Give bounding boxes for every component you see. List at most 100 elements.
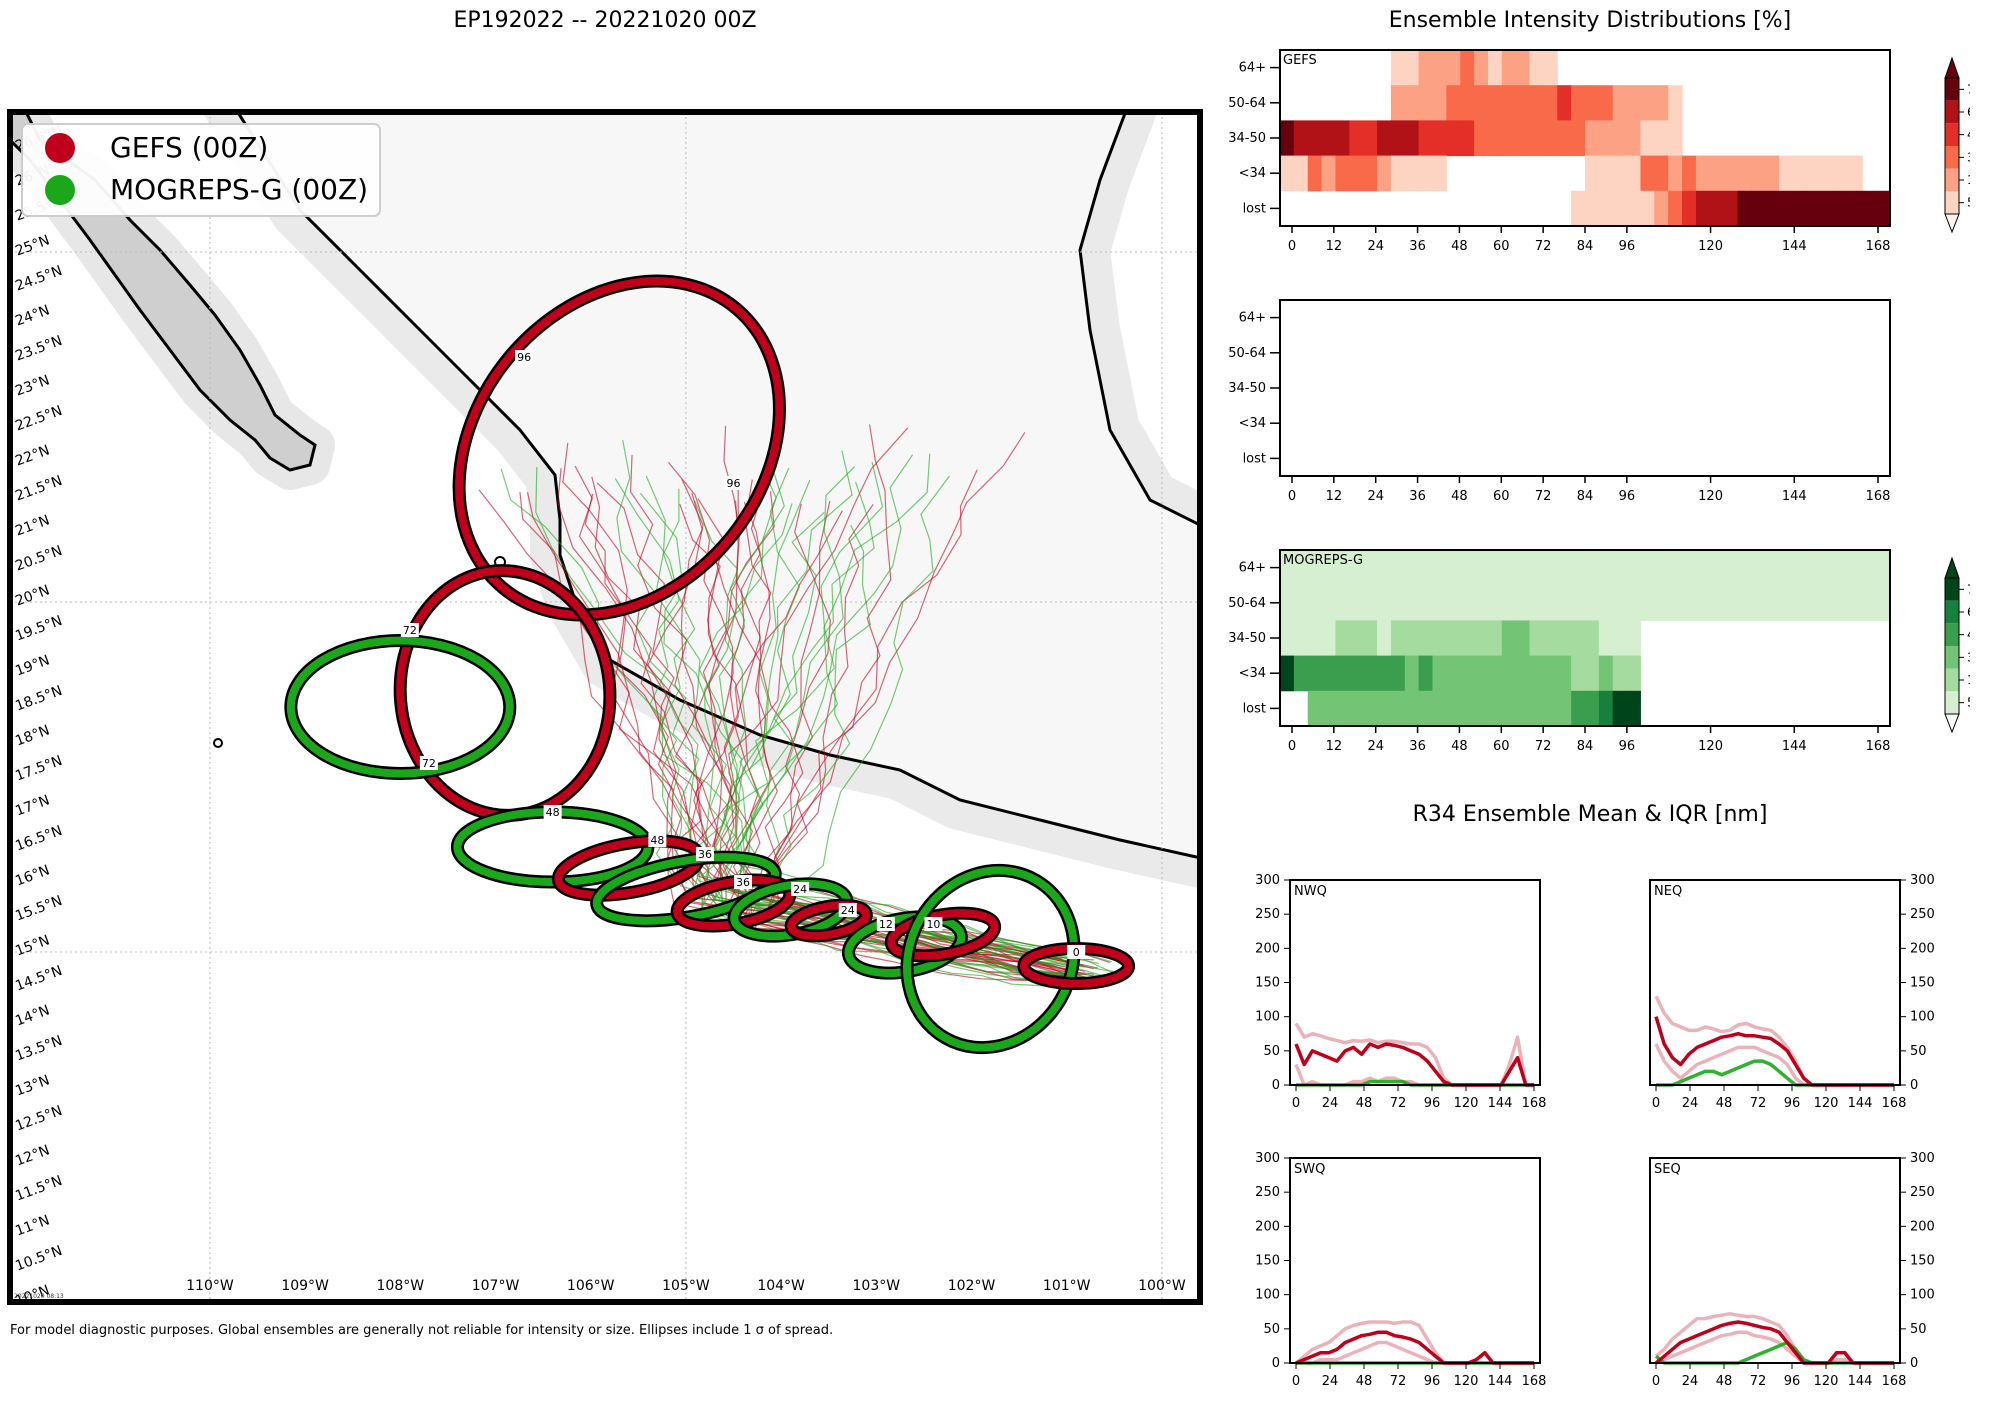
heat-cell	[1487, 550, 1503, 586]
ellipse-labels: 96 96 72 72 48 48 36 36 24 24 12 10 0	[400, 350, 1086, 959]
x-tick-label: 72	[1390, 1374, 1407, 1389]
heat-cell	[1612, 620, 1628, 657]
heat-cell	[1515, 85, 1531, 121]
x-tick-label: 144	[1782, 239, 1807, 254]
x-tick-label: 120	[1454, 1374, 1479, 1389]
heat-cell	[1446, 85, 1461, 121]
heat-cell	[1529, 585, 1544, 621]
y-tick-label: 300	[1255, 873, 1280, 888]
heat-cell	[1404, 550, 1420, 586]
r34-title: R34 Ensemble Mean & IQR [nm]	[1412, 802, 1768, 827]
ellipse-label: 96	[517, 351, 531, 364]
y-tick-label: 150	[1910, 1254, 1935, 1269]
heat-cell	[1474, 585, 1489, 621]
panel-label: MOGREPS-G	[1283, 553, 1363, 568]
x-tick-label: 60	[1493, 239, 1510, 254]
quad-label: NWQ	[1294, 884, 1327, 899]
intensity-panel-gefs: GEFS 64+ 50-64 34-50 <34 lost 0 12 24 36 48 60 72 84 9…	[1228, 49, 1891, 254]
heat-cell	[1598, 85, 1614, 121]
ellipse-label-bg	[791, 882, 810, 896]
heat-cell	[1557, 120, 1572, 157]
heat-cell	[1307, 585, 1323, 621]
row-label: 64+	[1239, 561, 1266, 576]
r34-nwq: NWQ 0 50 100 150 200 250 300 0 24 48 72 96 120 144 168	[1255, 873, 1546, 1111]
r34-neq: NEQ 0 50 100 150 200 250 300 0 24 48 72 96 120 144 168	[1649, 873, 1935, 1111]
ellipse-label: 72	[403, 624, 417, 637]
y-tick-label: 200	[1255, 1219, 1280, 1234]
heat-cell	[1806, 155, 1822, 192]
heat-cell	[1280, 585, 1295, 621]
heat-cell	[1626, 655, 1641, 692]
heat-cell	[1377, 690, 1392, 727]
row-label: 34-50	[1228, 631, 1266, 646]
ellipse-label-bg	[838, 903, 857, 917]
y-tick-label: 0	[1910, 1356, 1918, 1371]
lon-label: 102°W	[948, 1278, 996, 1294]
x-tick-label: 36	[1409, 489, 1426, 504]
ellipse-label: 48	[546, 806, 560, 819]
y-tick-label: 200	[1910, 941, 1935, 956]
heat-cell	[1751, 155, 1766, 192]
heat-cell	[1806, 585, 1822, 621]
x-tick-label: 12	[1326, 739, 1343, 754]
row-label: <34	[1239, 166, 1266, 181]
y-tick-label: 300	[1910, 1151, 1935, 1166]
heat-cell	[1612, 550, 1628, 586]
heat-cell	[1695, 155, 1711, 192]
heat-cell	[1598, 690, 1614, 727]
heat-cell	[1848, 550, 1863, 586]
x-tick-label: 72	[1535, 739, 1552, 754]
lon-label: 106°W	[567, 1278, 615, 1294]
y-tick-label: 300	[1910, 873, 1935, 888]
heat-cell	[1501, 620, 1517, 657]
heat-cell	[1626, 155, 1641, 192]
x-tick-label: 72	[1390, 1096, 1407, 1111]
heat-cell	[1460, 620, 1475, 657]
row-label: <34	[1239, 416, 1266, 431]
x-tick-label: 0	[1652, 1096, 1660, 1111]
heat-cell	[1404, 50, 1420, 86]
heat-cell	[1515, 550, 1531, 586]
heat-cell	[1792, 550, 1808, 586]
heat-cell	[1321, 585, 1336, 621]
heat-cell	[1737, 585, 1752, 621]
heat-cell	[1543, 120, 1558, 157]
x-tick-label: 84	[1577, 739, 1594, 754]
heat-cell	[1474, 85, 1489, 121]
heat-cell	[1876, 190, 1891, 227]
heat-cell	[1432, 85, 1447, 121]
heat-cell	[1820, 155, 1836, 192]
heat-cell	[1418, 85, 1433, 121]
heat-cell	[1335, 155, 1350, 192]
x-tick-label: 96	[1619, 739, 1636, 754]
heat-cell	[1460, 120, 1475, 157]
heat-cell	[1404, 690, 1420, 727]
heat-cell	[1557, 690, 1572, 727]
lon-labels: 110°W 109°W 108°W 107°W 106°W 105°W 104°W 103°W…	[186, 1278, 1186, 1294]
heat-cell	[1418, 550, 1433, 586]
heat-cell	[1377, 120, 1392, 157]
heat-cell	[1293, 120, 1309, 157]
heat-cell	[1404, 655, 1420, 692]
heat-cell	[1654, 85, 1669, 121]
y-tick-label: 300	[1255, 1151, 1280, 1166]
ellipse-label: 72	[422, 757, 436, 770]
colorbar-tick: 45	[1967, 128, 1970, 142]
lon-label: 105°W	[662, 1278, 710, 1294]
heat-cell	[1280, 120, 1295, 157]
heat-cell	[1682, 550, 1697, 586]
x-tick-label: 60	[1493, 739, 1510, 754]
heat-cell	[1515, 585, 1531, 621]
heat-cell	[1598, 120, 1614, 157]
heat-cell	[1571, 550, 1586, 586]
x-tick-label: 120	[1814, 1374, 1839, 1389]
heat-cell	[1723, 190, 1738, 227]
heat-cell	[1501, 550, 1517, 586]
heat-cell	[1418, 620, 1433, 657]
heat-cell	[1418, 155, 1433, 192]
heat-cell	[1612, 585, 1628, 621]
lon-label: 100°W	[1138, 1278, 1186, 1294]
heat-cell	[1390, 585, 1406, 621]
heat-cell	[1737, 550, 1752, 586]
x-tick-label: 24	[1682, 1374, 1699, 1389]
